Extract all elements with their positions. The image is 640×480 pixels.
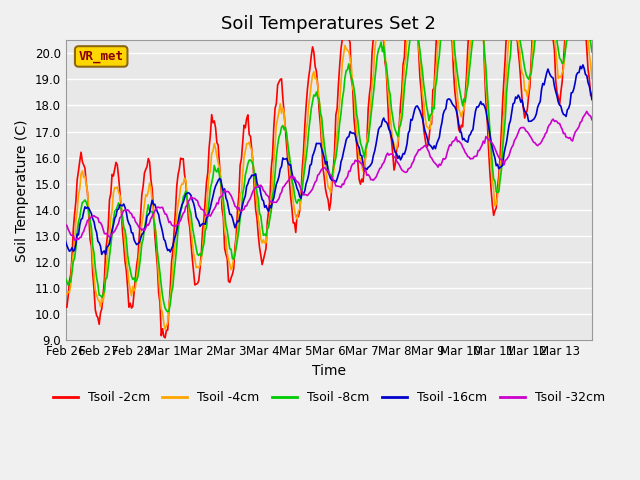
Title: Soil Temperatures Set 2: Soil Temperatures Set 2	[221, 15, 436, 33]
Y-axis label: Soil Temperature (C): Soil Temperature (C)	[15, 119, 29, 262]
X-axis label: Time: Time	[312, 364, 346, 378]
Legend: Tsoil -2cm, Tsoil -4cm, Tsoil -8cm, Tsoil -16cm, Tsoil -32cm: Tsoil -2cm, Tsoil -4cm, Tsoil -8cm, Tsoi…	[47, 386, 610, 409]
Text: VR_met: VR_met	[79, 50, 124, 63]
